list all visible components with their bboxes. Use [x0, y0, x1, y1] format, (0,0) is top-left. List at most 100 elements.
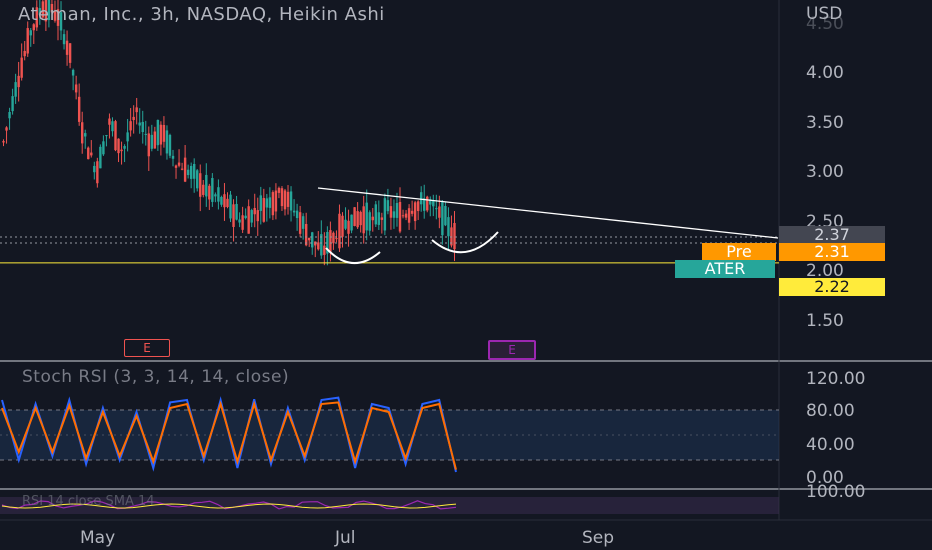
candle-body: [401, 215, 405, 217]
candle-body: [20, 57, 23, 78]
candle-body: [71, 69, 75, 76]
candle-body: [298, 212, 302, 234]
candle-body: [165, 130, 169, 154]
stoch-tick-label: 120.00: [806, 369, 866, 389]
candle-body: [265, 198, 269, 208]
candle-body: [338, 213, 341, 249]
candle-body: [262, 197, 266, 222]
candle-body: [365, 202, 368, 231]
candle-body: [14, 82, 17, 97]
candle-body: [129, 121, 132, 131]
candle-body: [423, 198, 426, 211]
candle-body: [111, 121, 114, 132]
rsi-band-fill: [0, 497, 779, 514]
candle-body: [59, 12, 63, 31]
candle-body: [74, 84, 78, 93]
candle-body: [283, 190, 287, 210]
candle-body: [38, 8, 42, 16]
candle-body: [335, 238, 338, 240]
candle-body: [41, 1, 45, 18]
candle-body: [241, 215, 244, 230]
candle-body: [105, 135, 108, 137]
candle-body: [404, 213, 408, 218]
candle-body: [192, 163, 196, 179]
candle-body: [80, 122, 84, 144]
price-tick-label: 4.50: [806, 14, 844, 34]
earnings-marker[interactable]: E: [488, 340, 536, 360]
candle-body: [8, 112, 11, 119]
stoch-d-line: [1, 400, 457, 470]
candle-body: [93, 165, 96, 173]
candle-body: [286, 191, 290, 207]
candle-body: [292, 210, 296, 213]
candle-body: [202, 184, 205, 195]
candle-body: [87, 147, 90, 160]
candle-body: [289, 191, 293, 211]
candle-body: [214, 194, 217, 197]
candle-body: [229, 194, 232, 219]
candle-body: [326, 231, 329, 254]
candle-body: [332, 232, 335, 244]
time-tick-label: May: [80, 528, 116, 548]
candle-body: [274, 190, 278, 212]
candle-body: [2, 141, 5, 143]
candle-body: [301, 216, 305, 229]
candle-body: [256, 210, 259, 222]
candle-body: [347, 220, 350, 234]
candle-body: [135, 107, 138, 113]
candle-body: [50, 3, 54, 13]
candle-body: [77, 96, 81, 122]
candle-body: [114, 121, 117, 151]
candle-body: [126, 132, 129, 142]
candle-body: [350, 214, 353, 231]
candle-body: [211, 178, 214, 202]
pre-market-price-badge: 2.31: [779, 243, 885, 261]
candle-body: [395, 203, 399, 218]
candle-body: [359, 211, 362, 226]
candle-body: [123, 146, 126, 149]
candle-body: [117, 138, 120, 154]
candle-body: [413, 202, 417, 222]
candle-body: [307, 237, 311, 241]
level-price-badge: 2.22: [779, 278, 885, 296]
candle-body: [317, 242, 320, 250]
candle-body: [341, 215, 344, 237]
earnings-marker[interactable]: E: [124, 339, 170, 357]
bottom-arc: [431, 231, 499, 254]
candle-body: [253, 207, 256, 215]
candle-body: [44, 0, 48, 22]
candle-body: [56, 9, 60, 26]
candle-body: [183, 157, 187, 182]
candle-body: [226, 198, 229, 207]
stoch-tick-label: 40.00: [806, 435, 855, 455]
candle-body: [99, 146, 102, 169]
stoch-rsi-title: Stoch RSI (3, 3, 14, 14, close): [22, 367, 290, 387]
candle-body: [174, 165, 178, 168]
candle-body: [295, 210, 299, 219]
candle-body: [419, 192, 423, 205]
candle-body: [311, 232, 314, 248]
candle-body: [84, 133, 87, 137]
candle-body: [416, 201, 420, 212]
candle-body: [90, 152, 93, 156]
candle-body: [441, 201, 444, 236]
candle-body: [250, 210, 253, 223]
candle-body: [186, 169, 190, 176]
candle-body: [232, 204, 235, 227]
candle-body: [444, 205, 447, 226]
candle-body: [35, 7, 39, 28]
candle-body: [407, 208, 411, 223]
candle-body: [62, 34, 66, 45]
candle-body: [371, 216, 374, 221]
candle-body: [329, 230, 332, 253]
candle-body: [398, 201, 402, 232]
candle-body: [368, 212, 371, 231]
candle-body: [356, 211, 359, 228]
trendline: [317, 187, 779, 239]
candle-body: [132, 116, 135, 121]
candle-body: [392, 211, 396, 218]
candle-body: [429, 199, 432, 205]
stoch-tick-label: 0.00: [806, 468, 844, 488]
price-tick-label: 3.50: [806, 113, 844, 133]
